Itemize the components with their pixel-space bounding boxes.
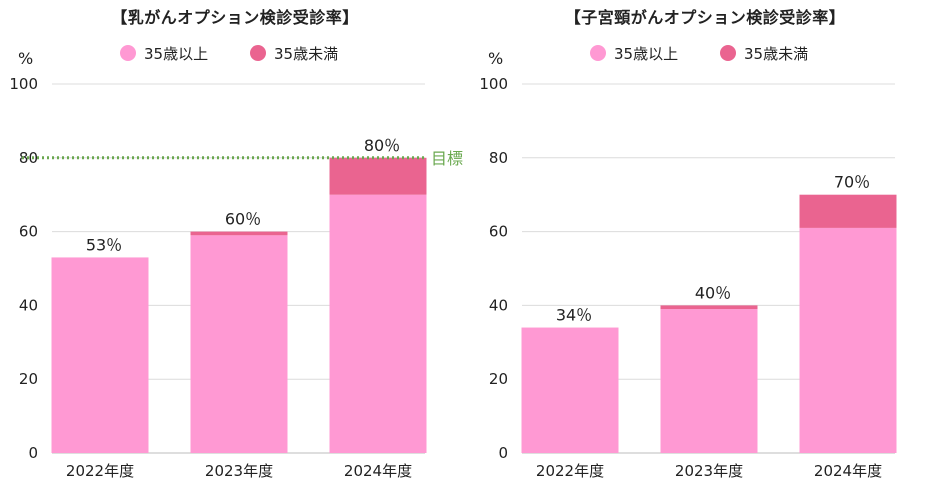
bar-segment [51,257,149,453]
bar-segment [190,235,288,453]
x-category-label: 2022年度 [66,462,134,480]
legend-swatch [120,45,136,61]
bar-segment [660,305,758,310]
chart-panel-breast: 【乳がんオプション検診受診率】 0 20 40 60 80 100% 35歳以上 35歳未満 5… [9,8,463,480]
legend-label: 35歳以上 [614,45,678,63]
y-tick-label: 60 [489,223,508,241]
data-label: 60％ [225,210,261,229]
legend-swatch [720,45,736,61]
y-tick-label: 100 [9,75,38,93]
bar-segment [799,227,897,453]
bar-segment [799,194,897,228]
y-tick-label: 80 [489,149,508,167]
y-axis-unit: % [18,49,33,68]
bar-segment [190,231,288,236]
bar-segment [660,309,758,453]
x-category-label: 2024年度 [344,462,412,480]
y-tick-label: 20 [489,370,508,388]
legend-label: 35歳以上 [144,45,208,63]
data-label: 80％ [364,136,400,155]
legend-swatch [250,45,266,61]
bar-segment [329,157,427,195]
bar-segment [329,194,427,453]
data-label: 40％ [695,283,731,302]
y-tick-label: 40 [489,296,508,314]
target-label: 目標 [431,149,463,168]
chart-title: 【子宮頸がんオプション検診受診率】 [564,8,846,27]
legend-label: 35歳未満 [744,45,808,63]
chart-svg: 0 20 40 60 80 100% 35歳以上 35歳未満 34％ 2022年度 40％ 2023年… [479,45,897,480]
legend-label: 35歳未満 [274,45,338,63]
y-tick-label: 20 [19,370,38,388]
y-tick-label: 0 [28,444,38,462]
x-category-label: 2022年度 [536,462,604,480]
y-tick-label: 0 [498,444,508,462]
chart-panel-cervical: 【子宮頸がんオプション検診受診率】 0 20 40 60 80 100% 35歳以上 35歳未… [470,0,940,480]
data-label: 34％ [556,306,592,325]
chart-title: 【乳がんオプション検診受診率】 [111,8,359,27]
y-tick-label: 40 [19,296,38,314]
x-category-label: 2023年度 [675,462,743,480]
y-tick-label: 60 [19,223,38,241]
y-tick-label: 100 [479,75,508,93]
data-label: 70％ [834,173,870,192]
legend-swatch [590,45,606,61]
data-label: 53％ [86,235,122,254]
x-category-label: 2023年度 [205,462,273,480]
y-axis-unit: % [488,49,503,68]
x-category-label: 2024年度 [814,462,882,480]
bar-segment [521,327,619,453]
